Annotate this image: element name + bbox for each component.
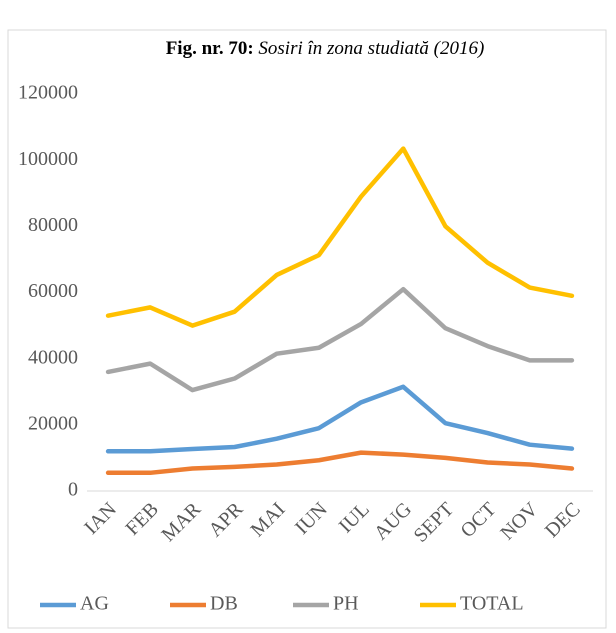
chart-frame <box>7 29 607 629</box>
y-tick-label: 40000 <box>28 346 78 368</box>
legend-label: DB <box>210 593 238 615</box>
line-series <box>105 286 575 393</box>
chart-subtitle: Sosiri în zona studiată (2016) <box>258 38 484 59</box>
legend-label: AG <box>80 593 109 615</box>
line-series <box>105 384 575 454</box>
line-series <box>105 146 575 328</box>
y-tick-label: 80000 <box>28 214 78 236</box>
y-tick-label: 120000 <box>18 82 78 104</box>
y-tick-label: 0 <box>68 479 78 501</box>
y-tick-label: 20000 <box>28 412 78 434</box>
legend-label: TOTAL <box>460 593 524 615</box>
legend-label: PH <box>333 593 359 615</box>
y-tick-label: 60000 <box>28 280 78 302</box>
chart-title-group: Fig. nr. 70: Sosiri în zona studiată (20… <box>166 38 485 59</box>
y-tick-label: 100000 <box>18 148 78 170</box>
line-series <box>105 450 575 476</box>
chart-title: Fig. nr. 70: <box>166 38 254 59</box>
